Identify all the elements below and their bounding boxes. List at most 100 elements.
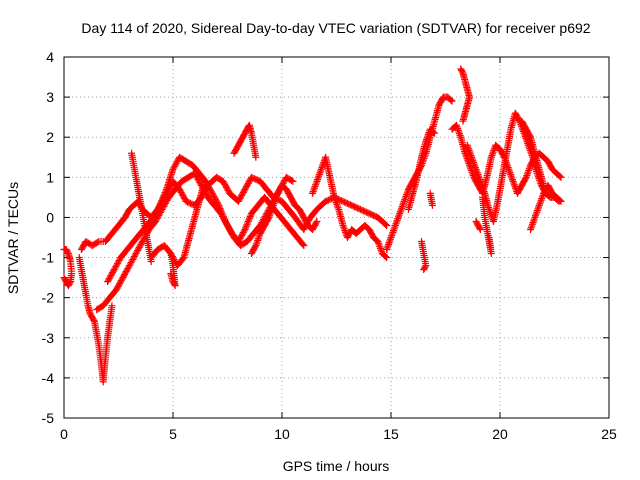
data-point-marker: [221, 216, 229, 224]
data-point-marker: [210, 192, 218, 200]
data-point-marker: [116, 278, 124, 286]
data-point-marker: [104, 276, 112, 284]
data-point-marker: [169, 165, 177, 173]
data-point-marker: [265, 213, 273, 221]
data-point-marker: [333, 200, 341, 208]
data-point-marker: [316, 169, 324, 177]
data-point-marker: [454, 126, 462, 134]
data-point-marker: [507, 172, 515, 180]
data-point-marker: [314, 176, 322, 184]
data-point-marker: [390, 225, 398, 233]
y-tick-label: -5: [42, 410, 55, 426]
data-point-marker: [254, 235, 262, 243]
data-point-marker: [209, 191, 217, 199]
data-point-marker: [508, 174, 516, 182]
y-tick-label: -1: [42, 250, 55, 266]
data-point-marker: [311, 183, 319, 191]
data-point-marker: [510, 181, 518, 189]
data-point-marker: [532, 210, 540, 218]
data-point-marker: [339, 221, 347, 229]
data-point-marker: [112, 263, 120, 271]
data-point-marker: [153, 207, 161, 215]
data-point-marker: [476, 225, 484, 233]
data-point-marker: [391, 223, 399, 231]
data-point-marker: [403, 191, 411, 199]
data-point-marker: [172, 159, 180, 167]
data-point-marker: [242, 184, 250, 192]
data-point-marker: [526, 163, 534, 171]
data-point-marker: [505, 165, 513, 173]
data-point-marker: [113, 260, 121, 268]
data-point-marker: [215, 203, 223, 211]
data-point-marker: [333, 202, 341, 210]
data-point-marker: [386, 235, 394, 243]
data-point-marker: [448, 97, 456, 105]
data-point-marker: [310, 184, 318, 192]
data-point-marker: [173, 158, 181, 166]
data-point-marker: [393, 218, 401, 226]
data-point-marker: [383, 244, 391, 252]
data-point-marker: [224, 222, 232, 230]
data-point-marker: [125, 263, 133, 271]
data-point-marker: [312, 181, 320, 189]
data-point-marker: [107, 272, 115, 280]
data-point-marker: [313, 217, 321, 225]
data-point-marker: [109, 269, 117, 277]
data-point-marker: [385, 239, 393, 247]
data-point-marker: [240, 187, 248, 195]
data-point-marker: [252, 153, 260, 161]
data-point-marker: [241, 185, 249, 193]
plot-frame: [63, 56, 610, 419]
data-point-marker: [468, 153, 476, 161]
data-point-marker: [237, 193, 245, 201]
data-point-marker: [238, 230, 246, 238]
data-point-marker: [478, 181, 486, 189]
data-point-marker: [422, 137, 430, 145]
y-tick-label: 3: [46, 89, 54, 105]
data-point-marker: [473, 167, 481, 175]
data-point-marker: [455, 128, 463, 136]
data-point-marker: [523, 138, 531, 146]
data-point-marker: [111, 264, 119, 272]
data-point-marker: [208, 189, 216, 197]
data-point-marker: [219, 177, 227, 185]
data-point-marker: [475, 174, 483, 182]
data-point-marker: [398, 203, 406, 211]
data-point-marker: [382, 253, 390, 261]
data-point-marker: [375, 241, 383, 249]
data-point-marker: [536, 200, 544, 208]
data-point-marker: [557, 173, 565, 181]
data-point-marker: [171, 161, 179, 169]
data-point-marker: [531, 213, 539, 221]
data-point-marker: [94, 238, 102, 246]
data-point-marker: [179, 191, 187, 199]
data-point-marker: [243, 182, 251, 190]
data-point-marker: [522, 134, 530, 142]
data-point-marker: [200, 181, 208, 189]
data-point-marker: [334, 204, 342, 212]
data-point-marker: [155, 203, 163, 211]
data-point-marker: [456, 130, 464, 138]
data-point-marker: [523, 170, 531, 178]
data-point-marker: [243, 221, 251, 229]
data-point-marker: [266, 212, 274, 220]
data-point-marker: [388, 232, 396, 240]
data-point-marker: [226, 226, 234, 234]
data-point-marker: [119, 274, 127, 282]
data-point-marker: [424, 132, 432, 140]
data-point-marker: [268, 205, 276, 213]
data-point-marker: [267, 207, 275, 215]
data-point-marker: [255, 233, 263, 241]
data-point-marker: [288, 177, 296, 185]
data-point-marker: [299, 240, 307, 248]
tick-layer: 0 5 10 15 20 25 -5 -4 -3 -2 -1 0 1 2 3 4: [42, 49, 617, 442]
data-point-marker: [523, 172, 531, 180]
data-point-marker: [220, 179, 228, 187]
data-point-marker: [472, 165, 480, 173]
data-point-marker: [136, 242, 144, 250]
data-point-marker: [332, 197, 340, 205]
data-point-marker: [159, 193, 167, 201]
data-point-marker: [556, 196, 564, 204]
data-point-marker: [246, 213, 254, 221]
